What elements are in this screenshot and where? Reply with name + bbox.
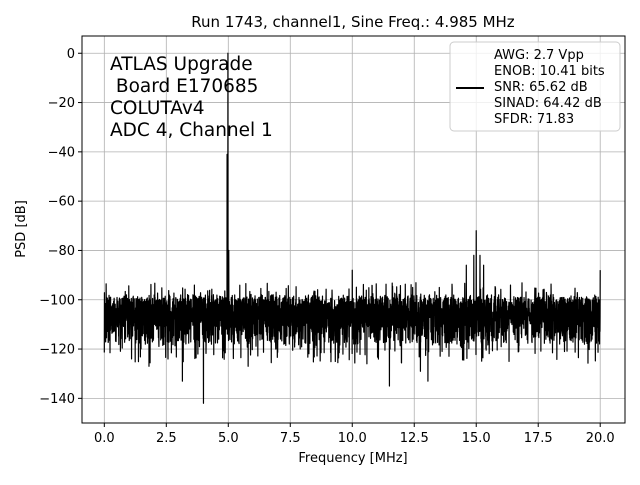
annotation-line: Board E170685 <box>110 76 258 97</box>
y-tick-label: −100 <box>39 293 75 308</box>
x-tick-label: 2.5 <box>156 431 177 446</box>
psd-series <box>103 52 601 404</box>
y-tick-label: −20 <box>48 96 75 111</box>
y-tick-label: −40 <box>48 145 75 160</box>
plot-frame <box>81 35 626 424</box>
legend-line: ENOB: 10.41 bits <box>494 64 605 79</box>
x-tick-label: 10.0 <box>338 431 367 446</box>
legend-line: SFDR: 71.83 <box>494 112 574 127</box>
y-tick-label: −80 <box>48 244 75 259</box>
legend-line: SINAD: 64.42 dB <box>494 96 602 111</box>
x-axis-label: Frequency [MHz] <box>298 451 407 466</box>
x-tick-label: 5.0 <box>218 431 239 446</box>
chart-title: Run 1743, channel1, Sine Freq.: 4.985 MH… <box>191 13 515 31</box>
psd-trace <box>103 52 601 404</box>
board-annotation: ATLAS Upgrade Board E170685 COLUTAv4 ADC… <box>110 54 273 141</box>
y-axis-label: PSD [dB] <box>14 200 29 258</box>
legend-line: SNR: 65.62 dB <box>494 80 588 95</box>
legend-line: AWG: 2.7 Vpp <box>494 48 584 63</box>
legend: AWG: 2.7 Vpp ENOB: 10.41 bits SNR: 65.62… <box>449 41 621 132</box>
x-tick-label: 20.0 <box>586 431 615 446</box>
annotation-line: ADC 4, Channel 1 <box>110 120 273 141</box>
y-tick-label: 0 <box>67 47 75 62</box>
annotation-line: ATLAS Upgrade <box>110 54 253 75</box>
legend-box <box>449 41 621 132</box>
x-tick-label: 17.5 <box>524 431 553 446</box>
x-tick-label: 15.0 <box>462 431 491 446</box>
y-tick-label: −140 <box>39 392 75 407</box>
y-axis-ticks: 0 −20 −40 −60 −80 −100 −120 −140 <box>39 47 82 407</box>
annotation-line: COLUTAv4 <box>110 98 205 119</box>
x-axis-ticks: 0.0 2.5 5.0 7.5 10.0 12.5 15.0 17.5 20.0 <box>94 423 615 446</box>
y-tick-label: −60 <box>48 195 75 210</box>
x-tick-label: 12.5 <box>400 431 429 446</box>
x-tick-label: 0.0 <box>94 431 115 446</box>
x-tick-label: 7.5 <box>280 431 301 446</box>
y-tick-label: −120 <box>39 343 75 358</box>
